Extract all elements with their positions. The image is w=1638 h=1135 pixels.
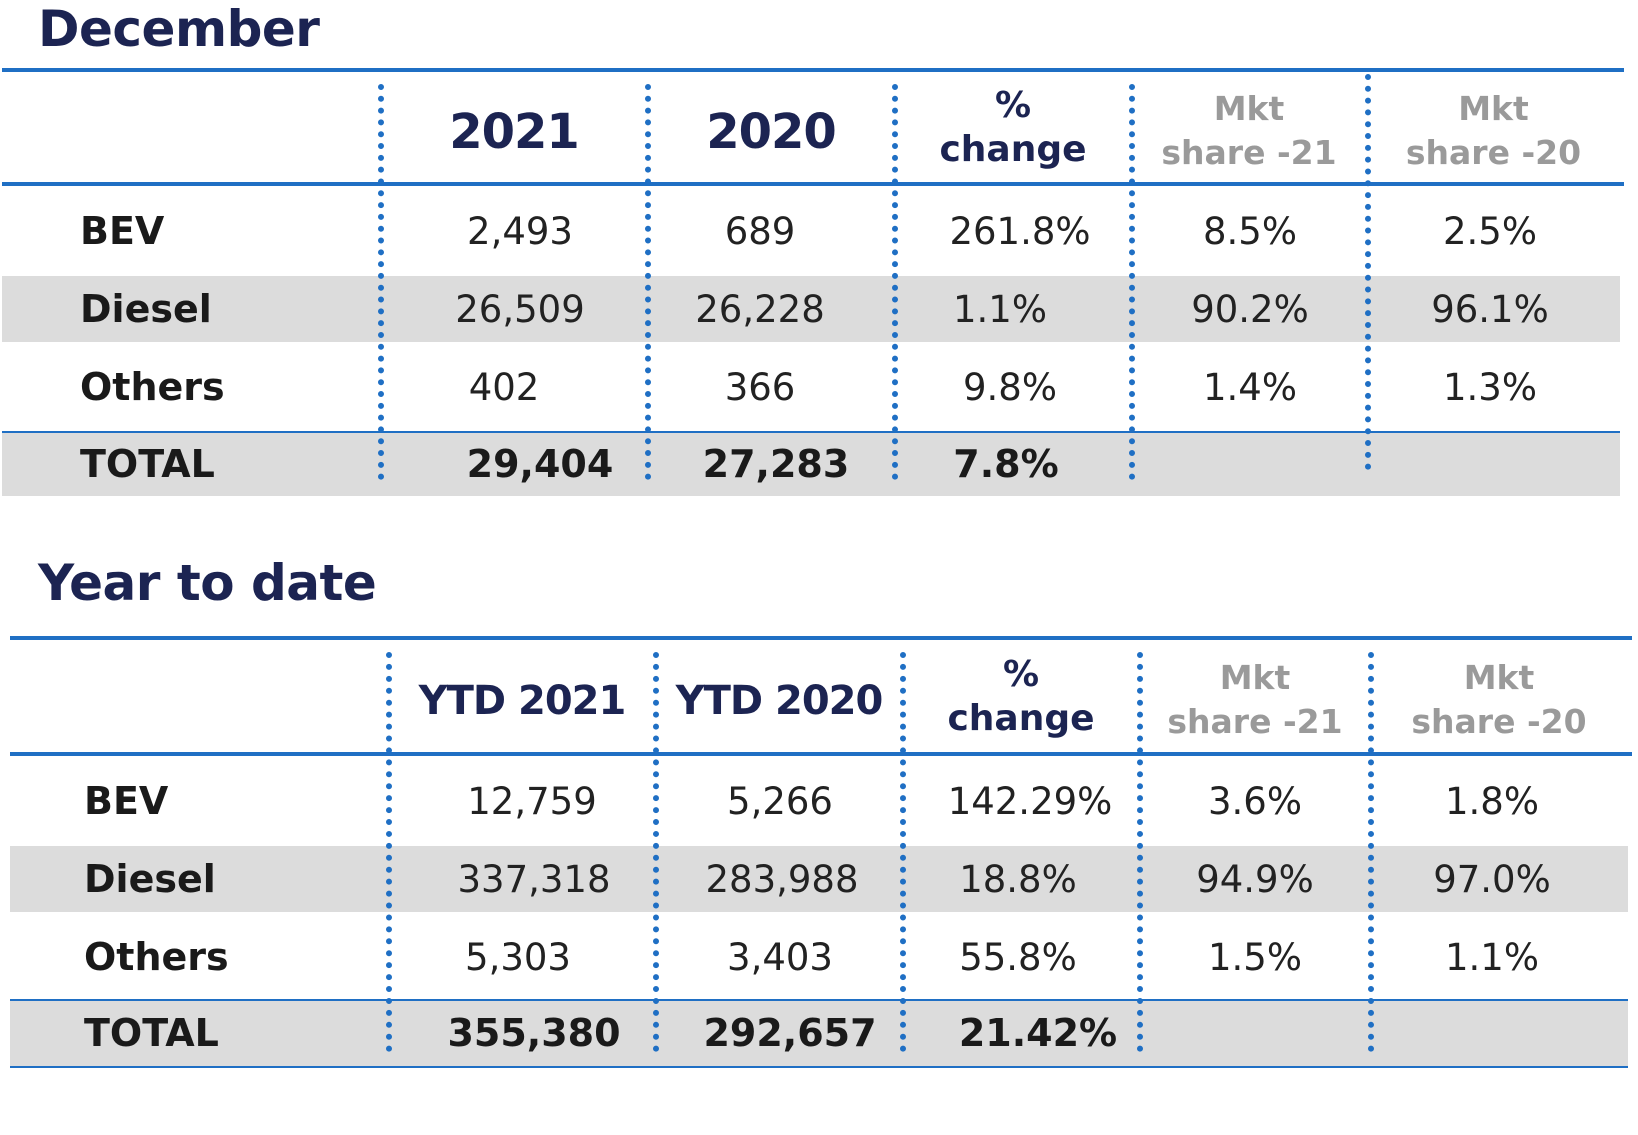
bev-ytd-share-21: 3.6%	[1208, 779, 1302, 823]
column-separator	[892, 84, 898, 480]
header-share-21: share -21	[1167, 702, 1343, 741]
others-ytd-2021: 5,303	[465, 935, 571, 979]
bev-change: 261.8%	[949, 209, 1091, 253]
row-label-others: Others	[80, 365, 225, 409]
diesel-change: 1.1%	[953, 287, 1047, 331]
header-pct-symbol: %	[1002, 654, 1040, 695]
header-ytd-2021: YTD 2021	[418, 678, 627, 724]
header-change-word: change	[947, 698, 1095, 739]
total-rule	[10, 999, 1628, 1001]
diesel-ytd-change: 18.8%	[959, 857, 1077, 901]
row-label-bev: BEV	[84, 779, 169, 823]
diesel-ytd-2020: 283,988	[705, 857, 859, 901]
row-label-diesel: Diesel	[80, 287, 212, 331]
header-ytd-2020: YTD 2020	[675, 678, 884, 724]
diesel-2020: 26,228	[695, 287, 825, 331]
bev-ytd-2021: 12,759	[467, 779, 597, 823]
diesel-ytd-share-21: 94.9%	[1196, 857, 1314, 901]
column-separator	[1368, 652, 1374, 1052]
diesel-ytd-share-20: 97.0%	[1433, 857, 1551, 901]
december-title: December	[38, 0, 320, 58]
total-ytd-change: 21.42%	[958, 1011, 1118, 1055]
header-share-21: share -21	[1161, 133, 1337, 172]
header-share-20: share -20	[1405, 133, 1582, 172]
header-pct-change: % change	[898, 76, 1128, 180]
bev-ytd-change: 142.29%	[947, 779, 1113, 823]
header-rule	[10, 752, 1632, 756]
others-share-20: 1.3%	[1443, 365, 1537, 409]
diesel-row-band	[2, 276, 1620, 342]
top-rule	[2, 68, 1624, 72]
row-label-diesel: Diesel	[84, 857, 216, 901]
others-share-21: 1.4%	[1203, 365, 1297, 409]
total-change: 7.8%	[953, 442, 1059, 486]
total-ytd-share-20	[1392, 1000, 1592, 1066]
header-mkt-word: Mkt	[1458, 89, 1529, 128]
total-2021: 29,404	[466, 442, 614, 486]
total-share-20	[1390, 432, 1590, 496]
header-mkt-share-21: Mkt share -21	[1143, 650, 1367, 750]
diesel-share-20: 96.1%	[1431, 287, 1549, 331]
header-mkt-word: Mkt	[1219, 658, 1291, 697]
header-change-word: change	[939, 129, 1087, 170]
others-change: 9.8%	[963, 365, 1057, 409]
bev-share-20: 2.5%	[1443, 209, 1537, 253]
row-label-others: Others	[84, 935, 229, 979]
header-mkt-share-20: Mkt share -20	[1374, 650, 1624, 750]
column-separator	[1129, 84, 1135, 480]
total-ytd-2021: 355,380	[447, 1011, 621, 1055]
column-separator	[900, 652, 906, 1052]
total-row-band	[10, 1000, 1628, 1066]
total-share-21	[1150, 432, 1350, 496]
bottom-rule	[10, 1066, 1628, 1068]
column-separator	[386, 652, 392, 1052]
header-2020: 2020	[706, 104, 837, 160]
bev-2020: 689	[724, 209, 796, 253]
ytd-title: Year to date	[38, 554, 377, 612]
others-2020: 366	[724, 365, 796, 409]
header-share-20: share -20	[1411, 702, 1587, 741]
bev-ytd-2020: 5,266	[727, 779, 833, 823]
bev-ytd-share-20: 1.8%	[1445, 779, 1539, 823]
diesel-2021: 26,509	[455, 287, 585, 331]
header-2021: 2021	[449, 104, 580, 160]
column-separator	[645, 84, 651, 480]
others-ytd-2020: 3,403	[727, 935, 833, 979]
header-mkt-share-21: Mkt share -21	[1135, 82, 1363, 180]
header-mkt-word: Mkt	[1463, 658, 1535, 697]
row-label-total: TOTAL	[84, 1011, 219, 1055]
bev-2021: 2,493	[467, 209, 573, 253]
total-ytd-share-21	[1155, 1000, 1355, 1066]
year-to-date-section: Year to date YTD 2021 YTD 2020 % change …	[0, 540, 1638, 1100]
column-separator	[1137, 652, 1143, 1052]
diesel-row-band	[10, 846, 1628, 912]
total-ytd-2020: 292,657	[703, 1011, 877, 1055]
column-separator	[1365, 74, 1371, 470]
others-ytd-change: 55.8%	[959, 935, 1077, 979]
header-mkt-word: Mkt	[1213, 89, 1285, 128]
column-separator	[378, 84, 384, 480]
december-section: December 2021 2020 % change Mkt share -2…	[0, 0, 1638, 500]
header-pct-symbol: %	[994, 85, 1032, 126]
header-pct-change: % change	[906, 644, 1136, 750]
diesel-share-21: 90.2%	[1191, 287, 1309, 331]
total-2020: 27,283	[702, 442, 850, 486]
row-label-bev: BEV	[80, 209, 165, 253]
row-label-total: TOTAL	[80, 442, 215, 486]
header-mkt-share-20: Mkt share -20	[1371, 82, 1616, 180]
top-rule	[10, 636, 1632, 640]
diesel-ytd-2021: 337,318	[457, 857, 611, 901]
others-2021: 402	[468, 365, 540, 409]
header-rule	[2, 182, 1624, 186]
bev-share-21: 8.5%	[1203, 209, 1297, 253]
total-row-band	[2, 432, 1620, 496]
others-ytd-share-20: 1.1%	[1445, 935, 1539, 979]
others-ytd-share-21: 1.5%	[1208, 935, 1302, 979]
total-rule	[2, 431, 1620, 433]
column-separator	[653, 652, 659, 1052]
